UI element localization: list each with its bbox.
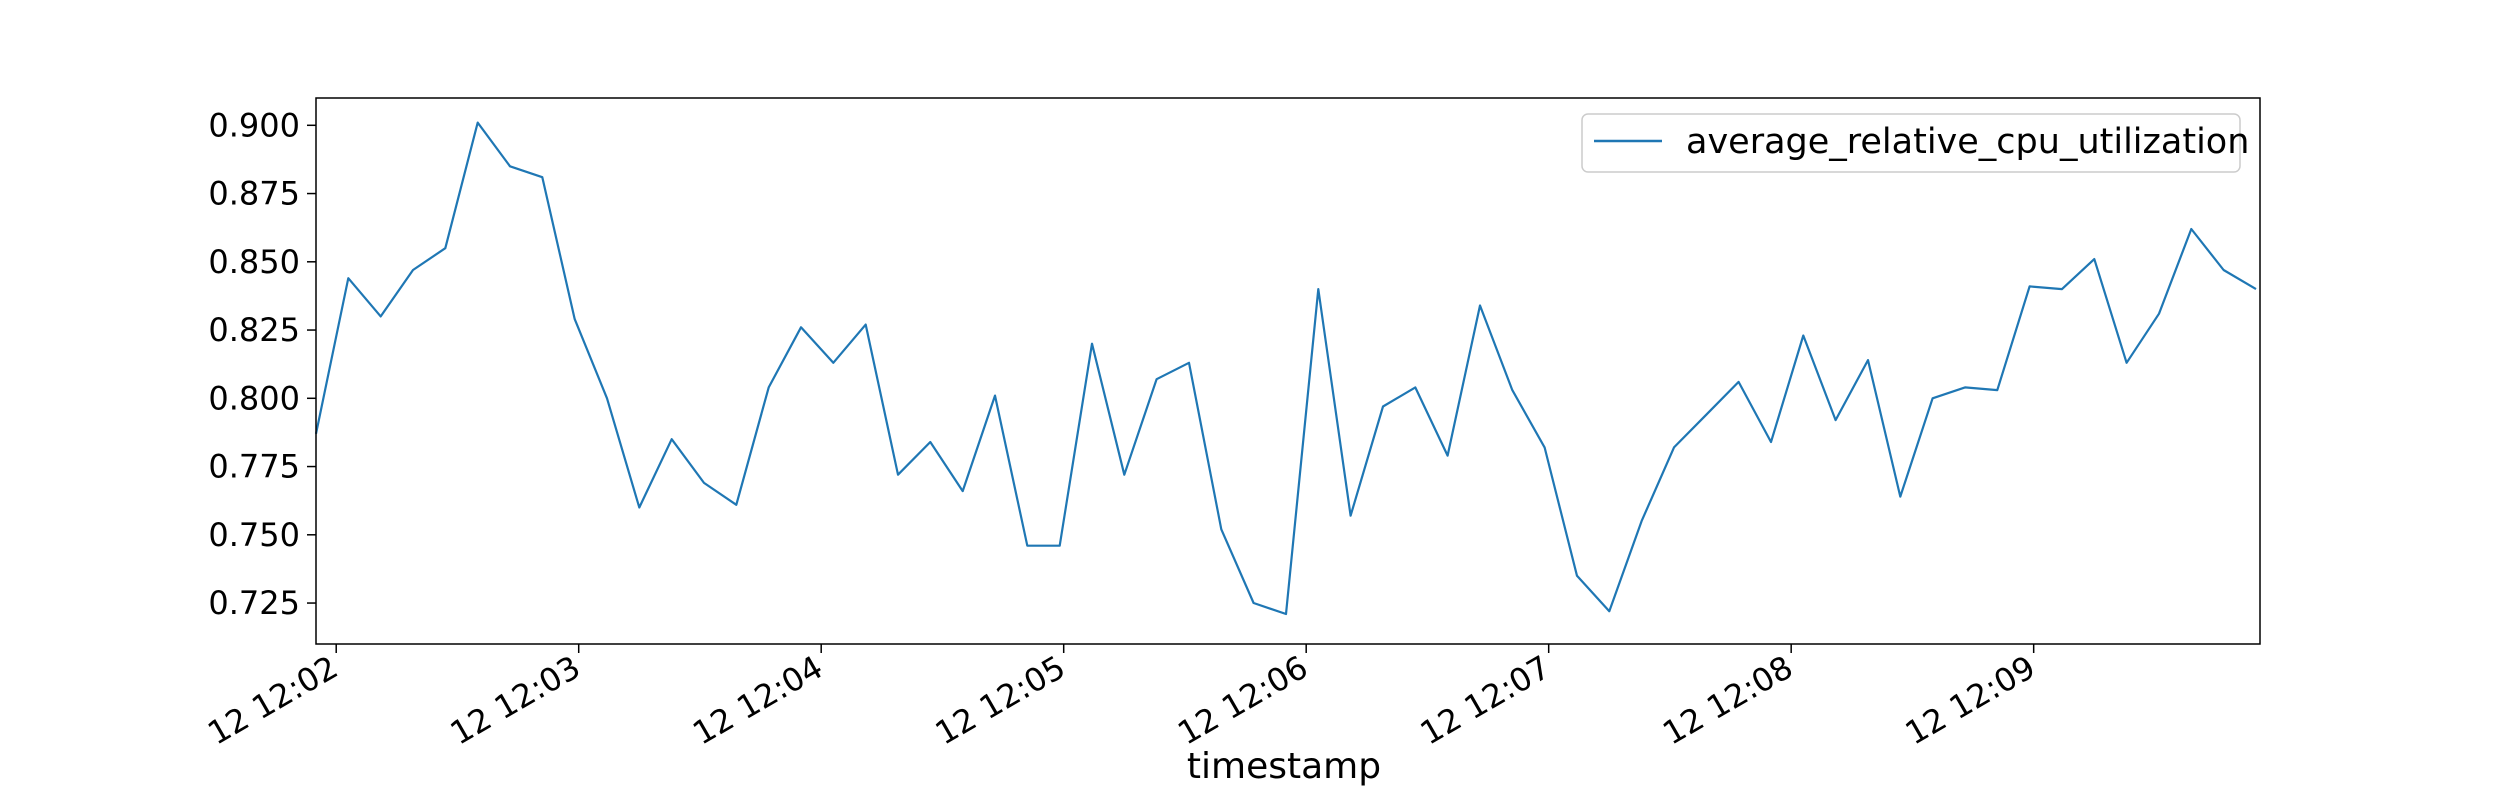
x-tick-label: 12 12:02 (201, 648, 344, 752)
legend-box (1581, 113, 2241, 173)
y-tick-label: 0.850 (208, 243, 300, 281)
y-tick-label: 0.875 (208, 175, 300, 213)
y-tick-label: 0.900 (208, 106, 300, 144)
x-tick-label: 12 12:03 (444, 648, 587, 752)
y-tick-label: 0.725 (208, 584, 300, 622)
legend: average_relative_cpu_utilization (1581, 113, 2249, 173)
x-tick-label: 12 12:07 (1414, 648, 1557, 752)
x-tick-label: 12 12:08 (1656, 648, 1799, 752)
x-tick-label: 12 12:05 (929, 648, 1072, 752)
plot-area-frame (315, 97, 2261, 645)
x-tick-label: 12 12:04 (686, 648, 829, 752)
y-tick-label: 0.750 (208, 516, 300, 554)
x-tick-label: 12 12:06 (1171, 648, 1314, 752)
x-axis-label: timestamp (1187, 746, 1381, 787)
x-axis: 12 12:02 12 12:03 12 12:04 12 12:05 12 12:06… (201, 644, 2042, 752)
x-tick-label: 12 12:09 (1899, 648, 2042, 752)
y-tick-label: 0.825 (208, 311, 300, 349)
legend-label: average_relative_cpu_utilization (1686, 122, 2249, 162)
y-tick-label: 0.800 (208, 379, 300, 417)
series-line-average-relative-cpu-utilization (314, 121, 2257, 616)
y-axis: 0.725 0.750 0.775 0.800 0.825 0.850 0.875 0.900 (208, 106, 316, 622)
y-tick-label: 0.775 (208, 448, 300, 486)
